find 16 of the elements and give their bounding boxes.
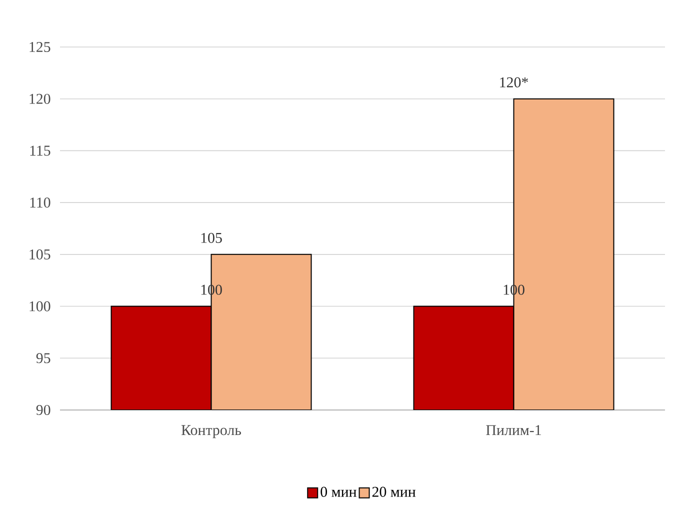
data-label: 105 — [201, 232, 222, 243]
y-tick-label: 105 — [30, 249, 50, 260]
y-tick-label: 100 — [30, 301, 50, 312]
legend-label: 0 мин — [320, 486, 356, 497]
legend-label: 20 мин — [372, 486, 416, 497]
data-label: 100 — [504, 284, 524, 295]
y-tick-label: 120 — [30, 94, 50, 104]
y-tick-label: 95 — [36, 353, 50, 364]
data-label: 120* — [500, 77, 528, 88]
y-tick-label: 110 — [30, 198, 50, 208]
y-tick-label: 90 — [36, 404, 50, 416]
x-tick-label: Контроль — [181, 425, 242, 438]
data-label: 100 — [201, 284, 222, 295]
x-tick-label: Пилим-1 — [486, 425, 541, 436]
y-tick-label: 115 — [30, 146, 50, 156]
y-tick-label: 125 — [30, 42, 50, 52]
